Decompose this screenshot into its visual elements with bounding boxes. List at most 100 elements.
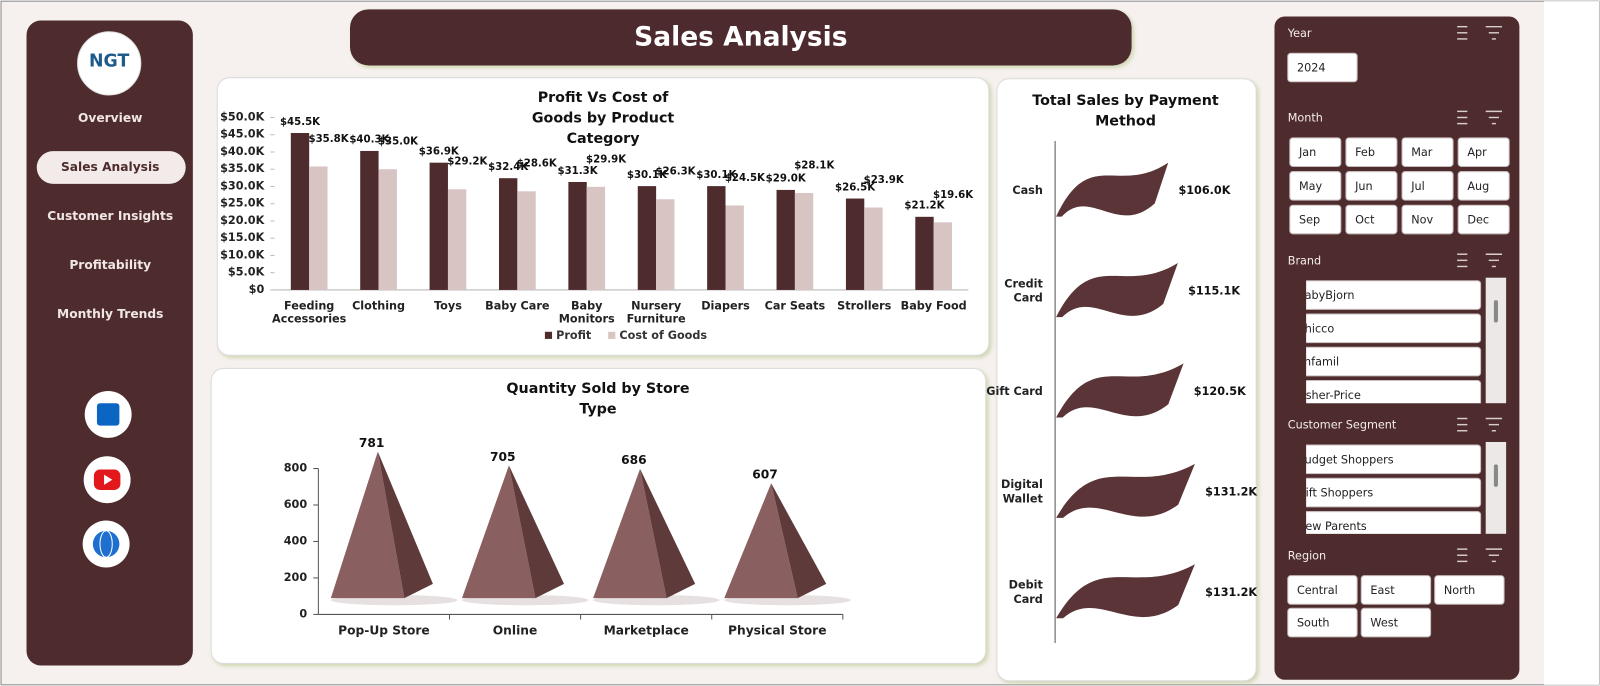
slicer-item-label[interactable]: Nov bbox=[1411, 214, 1433, 227]
slicer-item[interactable] bbox=[1401, 137, 1454, 167]
slicer-item-label[interactable]: East bbox=[1370, 584, 1395, 597]
y-tick-label: 200 bbox=[284, 571, 308, 584]
slicer-item-label[interactable]: Jan bbox=[1298, 146, 1316, 159]
slicer-item[interactable] bbox=[1457, 137, 1510, 167]
slicer-item-label[interactable]: West bbox=[1370, 617, 1398, 630]
nav-active[interactable] bbox=[36, 151, 186, 184]
slicer-item[interactable] bbox=[1288, 346, 1482, 377]
y-tick-label: Digital Wallet bbox=[1001, 478, 1043, 505]
bar bbox=[864, 207, 883, 290]
slicer-item[interactable] bbox=[1345, 171, 1398, 201]
x-tick-label: Clothing bbox=[352, 299, 405, 312]
y-tick-label: Gift Card bbox=[986, 385, 1043, 398]
x-tick-label: Feeding Accessories bbox=[272, 299, 347, 325]
slicer-item-label[interactable]: Gift Shoppers bbox=[1297, 487, 1373, 500]
x-tick-label: Car Seats bbox=[765, 299, 826, 312]
slicer-item-label[interactable]: New Parents bbox=[1297, 520, 1367, 533]
bar bbox=[447, 189, 467, 290]
slicer-item-label[interactable]: 2024 bbox=[1297, 62, 1326, 75]
slicer-item-label[interactable]: Aug bbox=[1467, 180, 1489, 193]
nav-item[interactable]: Customer Insights bbox=[47, 209, 173, 223]
slicer-item[interactable] bbox=[1287, 607, 1358, 638]
slicer-item-label[interactable]: Central bbox=[1297, 584, 1338, 597]
scroll-thumb[interactable] bbox=[1493, 464, 1498, 487]
slicer-item[interactable] bbox=[1345, 137, 1398, 167]
slicer-item[interactable] bbox=[1434, 575, 1505, 605]
slicer-item-label[interactable]: May bbox=[1299, 180, 1323, 193]
bar bbox=[309, 166, 328, 290]
slicer-title: Region bbox=[1288, 549, 1326, 562]
data-label: 781 bbox=[359, 436, 385, 450]
pyramid-side bbox=[640, 468, 696, 599]
x-tick-label: Baby Food bbox=[901, 299, 967, 312]
x-tick-label: Strollers bbox=[837, 299, 892, 312]
nav-item[interactable]: Sales Analysis bbox=[61, 160, 159, 174]
bar bbox=[568, 181, 587, 290]
slicer-title: Year bbox=[1287, 27, 1312, 40]
slicer-item[interactable] bbox=[1288, 313, 1482, 344]
header-banner bbox=[350, 9, 1132, 66]
social-icons bbox=[82, 390, 132, 568]
slicer-item[interactable] bbox=[1289, 204, 1342, 235]
header-title: Sales Analysis bbox=[634, 21, 847, 52]
bar bbox=[794, 193, 814, 290]
slicer-item[interactable] bbox=[1360, 607, 1432, 638]
slicer-item-label[interactable]: Jun bbox=[1354, 180, 1373, 193]
slicer-item-label[interactable]: Jul bbox=[1410, 180, 1425, 193]
slicer-item[interactable] bbox=[1360, 575, 1432, 605]
slicer-item-label[interactable]: Oct bbox=[1355, 214, 1375, 227]
chart-title: Profit Vs Cost of Goods by Product Categor… bbox=[532, 90, 675, 147]
slicer-item-label[interactable]: Fisher-Price bbox=[1297, 389, 1361, 402]
slicer-item[interactable] bbox=[1287, 575, 1358, 605]
slicer-item-label[interactable]: Feb bbox=[1355, 146, 1375, 159]
data-label: $106.0K bbox=[1178, 184, 1231, 197]
slicer-item-label[interactable]: Sep bbox=[1299, 214, 1320, 227]
y-tick-label: $40.0K bbox=[220, 145, 265, 158]
data-label: $35.8K bbox=[309, 134, 350, 145]
slicer-item-label[interactable]: Dec bbox=[1467, 214, 1489, 227]
slicer-item[interactable] bbox=[1288, 444, 1482, 475]
data-label: 705 bbox=[490, 450, 516, 464]
nav-item[interactable]: Monthly Trends bbox=[57, 307, 163, 321]
slicer-item-label[interactable]: Chicco bbox=[1297, 322, 1334, 335]
logo bbox=[77, 31, 142, 96]
slicer-item[interactable] bbox=[1401, 204, 1454, 235]
slicer-item-label[interactable]: Budget Shoppers bbox=[1297, 453, 1394, 466]
wave-bar bbox=[1056, 564, 1195, 619]
slicer-item[interactable] bbox=[1289, 137, 1342, 167]
slicer-item-label[interactable]: Enfamil bbox=[1297, 356, 1339, 369]
slicer-item-label[interactable]: South bbox=[1297, 617, 1330, 630]
slicer-item[interactable] bbox=[1401, 171, 1454, 201]
slicer-item-label[interactable]: North bbox=[1444, 584, 1475, 597]
nav-item[interactable]: Overview bbox=[78, 111, 142, 125]
slicer-item[interactable] bbox=[1289, 171, 1342, 201]
x-tick-label: Marketplace bbox=[604, 623, 689, 637]
legend-swatch bbox=[608, 331, 616, 339]
slicer-item-label[interactable]: Apr bbox=[1467, 146, 1487, 159]
slicer-item[interactable] bbox=[1457, 204, 1510, 235]
scroll-thumb[interactable] bbox=[1493, 300, 1498, 323]
nav-item[interactable]: Profitability bbox=[69, 258, 151, 272]
bar bbox=[933, 222, 953, 290]
slicer-item[interactable] bbox=[1457, 171, 1510, 201]
slicer-item[interactable] bbox=[1288, 511, 1482, 541]
slicer-item-label[interactable]: BabyBjorn bbox=[1297, 289, 1355, 302]
slicer-item[interactable] bbox=[1288, 477, 1482, 508]
y-tick-label: 400 bbox=[284, 534, 308, 547]
slicer-item[interactable] bbox=[1288, 280, 1482, 310]
y-tick-label: 600 bbox=[284, 498, 308, 511]
scrollbar bbox=[1485, 277, 1507, 404]
slicer-item-label[interactable]: Mar bbox=[1411, 146, 1433, 159]
y-tick-label: $35.0K bbox=[220, 162, 265, 175]
y-tick-label: $0 bbox=[249, 283, 265, 296]
legend-swatch bbox=[544, 331, 553, 339]
pyramid bbox=[330, 451, 405, 599]
y-tick-label: $25.0K bbox=[220, 197, 265, 210]
slicer-item[interactable] bbox=[1345, 204, 1398, 235]
slicer-item[interactable] bbox=[1287, 52, 1358, 83]
wave-bar bbox=[1056, 363, 1184, 418]
slicer-item[interactable] bbox=[1288, 380, 1482, 410]
youtube-play bbox=[104, 474, 113, 485]
x-tick-label: Toys bbox=[434, 299, 462, 312]
